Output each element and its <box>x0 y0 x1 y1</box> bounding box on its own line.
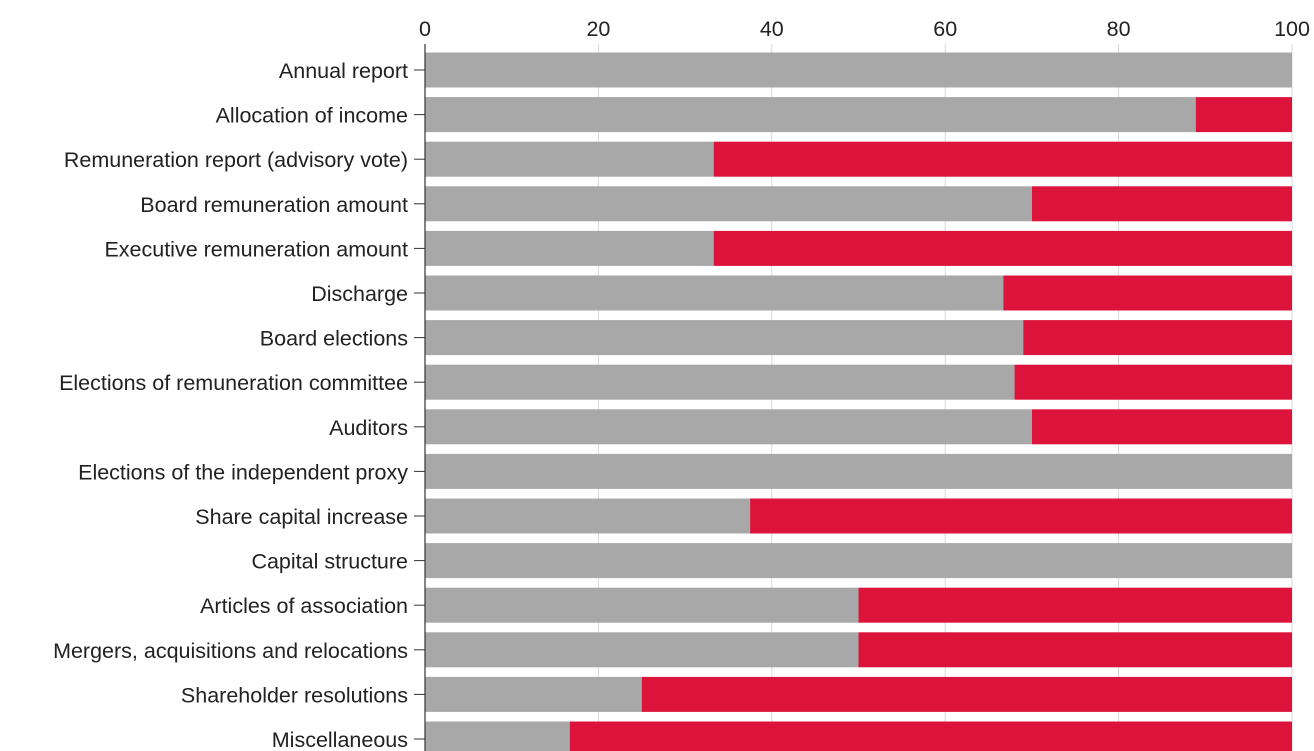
category-label: Capital structure <box>251 550 408 574</box>
x-tick-label-100: 100 <box>1274 17 1310 41</box>
bar-segment-1-row-1 <box>425 52 1292 88</box>
bar-segment-2-row-2 <box>1195 97 1292 133</box>
x-tick-label-40: 40 <box>760 17 784 41</box>
bar-segment-2-row-5 <box>713 230 1292 266</box>
bar-segment-1-row-14 <box>425 632 859 668</box>
bar-segment-1-row-15 <box>425 676 642 712</box>
category-label: Executive remuneration amount <box>104 237 408 261</box>
bar-segment-2-row-15 <box>641 676 1292 712</box>
bar-segment-1-row-10 <box>425 453 1292 489</box>
category-label: Mergers, acquisitions and relocations <box>53 639 408 663</box>
bar-segment-1-row-12 <box>425 543 1292 579</box>
x-tick-label-20: 20 <box>586 17 610 41</box>
bar-segment-1-row-3 <box>425 141 714 177</box>
x-tick-label-80: 80 <box>1107 17 1131 41</box>
bar-segment-1-row-4 <box>425 186 1032 222</box>
bar-segment-1-row-7 <box>425 320 1024 356</box>
x-tick-label-60: 60 <box>933 17 957 41</box>
bar-segment-1-row-8 <box>425 364 1015 400</box>
axes: Annual report Allocation of income Remuner… <box>53 17 1310 751</box>
bar-segment-1-row-9 <box>425 409 1032 445</box>
bars <box>425 52 1292 751</box>
category-label: Board elections <box>260 327 408 351</box>
bar-segment-1-row-2 <box>425 97 1196 133</box>
bar-segment-2-row-6 <box>1003 275 1292 311</box>
category-label: Share capital increase <box>195 505 408 529</box>
category-label: Remuneration report (advisory vote) <box>64 148 408 172</box>
category-label: Articles of association <box>200 594 408 618</box>
bar-segment-2-row-13 <box>858 587 1292 623</box>
bar-segment-1-row-6 <box>425 275 1004 311</box>
category-label: Miscellaneous <box>272 728 408 751</box>
bar-segment-2-row-4 <box>1031 186 1292 222</box>
bar-segment-2-row-11 <box>750 498 1292 534</box>
x-tick-label-0: 0 <box>419 17 431 41</box>
bar-segment-1-row-11 <box>425 498 751 534</box>
category-label: Elections of remuneration committee <box>59 371 408 395</box>
category-label: Annual report <box>279 59 408 83</box>
bar-segment-2-row-14 <box>858 632 1292 668</box>
category-label: Discharge <box>311 282 408 306</box>
category-label: Allocation of income <box>216 104 408 128</box>
bar-segment-1-row-16 <box>425 721 570 751</box>
bar-segment-2-row-9 <box>1031 409 1292 445</box>
bar-segment-2-row-16 <box>569 721 1292 751</box>
category-label: Elections of the independent proxy <box>78 460 408 484</box>
category-label: Shareholder resolutions <box>181 683 408 707</box>
bar-segment-1-row-13 <box>425 587 859 623</box>
category-label: Board remuneration amount <box>140 193 408 217</box>
bar-segment-1-row-5 <box>425 230 714 266</box>
bar-segment-2-row-3 <box>713 141 1292 177</box>
bar-segment-2-row-8 <box>1014 364 1292 400</box>
category-label: Auditors <box>329 416 408 440</box>
bar-segment-2-row-7 <box>1023 320 1292 356</box>
